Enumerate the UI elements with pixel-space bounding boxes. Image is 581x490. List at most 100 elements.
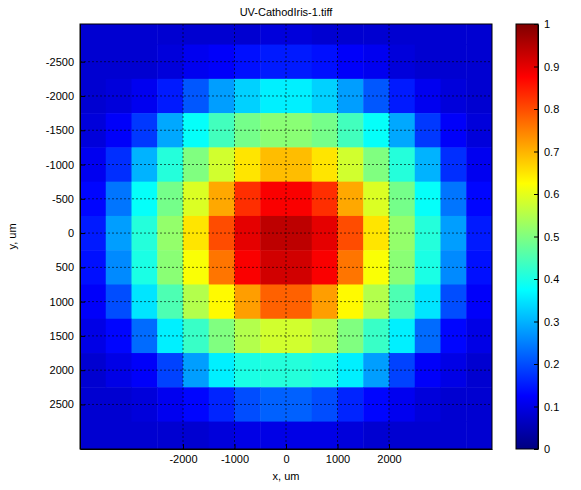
heatmap-cell xyxy=(415,422,441,449)
tick-mark xyxy=(534,67,538,68)
x-axis-line xyxy=(81,449,493,450)
grid-line xyxy=(389,24,390,449)
tick-label: 1500 xyxy=(50,330,74,342)
heatmap-cell xyxy=(312,422,338,449)
tick-label: -500 xyxy=(52,193,74,205)
heatmap-cell xyxy=(363,422,389,449)
heatmap-cell xyxy=(183,24,209,45)
heatmap-cell xyxy=(260,422,286,449)
tick: 1000 xyxy=(50,296,85,308)
tick-mark xyxy=(80,96,85,97)
tick-mark xyxy=(534,109,538,110)
grid-line xyxy=(80,301,492,302)
tick: 0.6 xyxy=(534,188,559,200)
tick: 0.1 xyxy=(534,401,559,413)
tick: 500 xyxy=(56,261,85,273)
heatmap-cell xyxy=(209,422,235,449)
grid-line xyxy=(80,61,492,62)
tick-label: -1500 xyxy=(46,124,74,136)
tick-mark xyxy=(235,444,236,449)
tick-mark xyxy=(534,364,538,365)
tick-mark xyxy=(534,449,538,450)
tick-label: -1000 xyxy=(221,453,249,465)
tick-mark xyxy=(338,444,339,449)
heatmap-cell xyxy=(286,24,312,45)
tick-label: 0 xyxy=(283,453,289,465)
tick-label: 2000 xyxy=(50,364,74,376)
tick-mark xyxy=(534,407,538,408)
heatmap-cell xyxy=(466,422,492,449)
heatmap-cell xyxy=(389,422,415,449)
tick-label: -2000 xyxy=(169,453,197,465)
tick: -2500 xyxy=(46,56,85,68)
tick-mark xyxy=(534,152,538,153)
tick-label: 0.2 xyxy=(544,358,559,370)
heatmap-cell xyxy=(132,422,158,449)
tick: 0.4 xyxy=(534,273,559,285)
heatmap-cell xyxy=(338,24,364,45)
y-axis-line xyxy=(80,25,81,450)
tick-mark xyxy=(183,444,184,449)
chart: -2000 -1000 0 1000 2000 -2500 -2000 -1500 -1000 -… xyxy=(0,0,581,490)
tick: 0.8 xyxy=(534,103,559,115)
tick-mark xyxy=(80,370,85,371)
heatmap-cell xyxy=(106,422,132,449)
tick: 1000 xyxy=(326,444,350,465)
grid-line xyxy=(80,198,492,199)
heatmap-cell xyxy=(80,422,106,449)
tick-mark xyxy=(534,24,538,25)
tick: 1500 xyxy=(50,330,85,342)
tick-label: 1000 xyxy=(50,296,74,308)
tick-label: 1 xyxy=(544,18,550,30)
tick: 0 xyxy=(283,444,289,465)
heatmap-cell xyxy=(80,24,106,45)
heatmap-cells xyxy=(80,24,492,449)
heatmap-cell xyxy=(415,24,441,45)
tick: 2500 xyxy=(50,398,85,410)
x-axis-title: x, um xyxy=(273,470,300,482)
tick-label: 0.9 xyxy=(544,61,559,73)
colorbar-axis-line xyxy=(538,25,539,450)
tick-label: 0.7 xyxy=(544,146,559,158)
heatmap-cell xyxy=(132,24,158,45)
tick: 0.7 xyxy=(534,146,559,158)
tick-label: 0.6 xyxy=(544,188,559,200)
tick-label: 0.4 xyxy=(544,273,559,285)
x-axis: -2000 -1000 0 1000 2000 xyxy=(81,444,493,465)
grid-line xyxy=(80,164,492,165)
tick-label: 1000 xyxy=(326,453,350,465)
tick-mark xyxy=(80,302,85,303)
tick: -500 xyxy=(52,193,85,205)
chart-title: UV-CathodIris-1.tiff xyxy=(240,6,334,18)
grid-line xyxy=(183,24,184,449)
tick: 1 xyxy=(534,18,550,30)
heatmap-cell xyxy=(312,24,338,45)
grid-line xyxy=(337,24,338,449)
heatmap-cell xyxy=(235,24,261,45)
tick: -1000 xyxy=(221,444,249,465)
tick-mark xyxy=(389,444,390,449)
heatmap-cell xyxy=(338,422,364,449)
tick-label: 0 xyxy=(544,443,550,455)
tick-label: 2000 xyxy=(377,453,401,465)
heatmap-cell xyxy=(209,24,235,45)
tick: 0 xyxy=(534,443,550,455)
tick-label: 0.5 xyxy=(544,231,559,243)
tick-label: 500 xyxy=(56,261,74,273)
heatmap-cell xyxy=(157,422,183,449)
tick: -2000 xyxy=(169,444,197,465)
tick-mark xyxy=(80,165,85,166)
tick-mark xyxy=(80,130,85,131)
tick: 0.9 xyxy=(534,61,559,73)
grid-line xyxy=(80,267,492,268)
tick-mark xyxy=(534,279,538,280)
tick-mark xyxy=(534,322,538,323)
grid-line xyxy=(80,404,492,405)
heatmap-cell xyxy=(441,24,467,45)
colorbar-axis: 00.10.20.30.40.50.60.70.80.91 xyxy=(534,18,559,455)
plot-frame xyxy=(80,24,492,449)
tick: 2000 xyxy=(50,364,85,376)
tick: 0 xyxy=(68,227,85,239)
grid-line xyxy=(286,24,287,449)
tick: -2000 xyxy=(46,90,85,102)
